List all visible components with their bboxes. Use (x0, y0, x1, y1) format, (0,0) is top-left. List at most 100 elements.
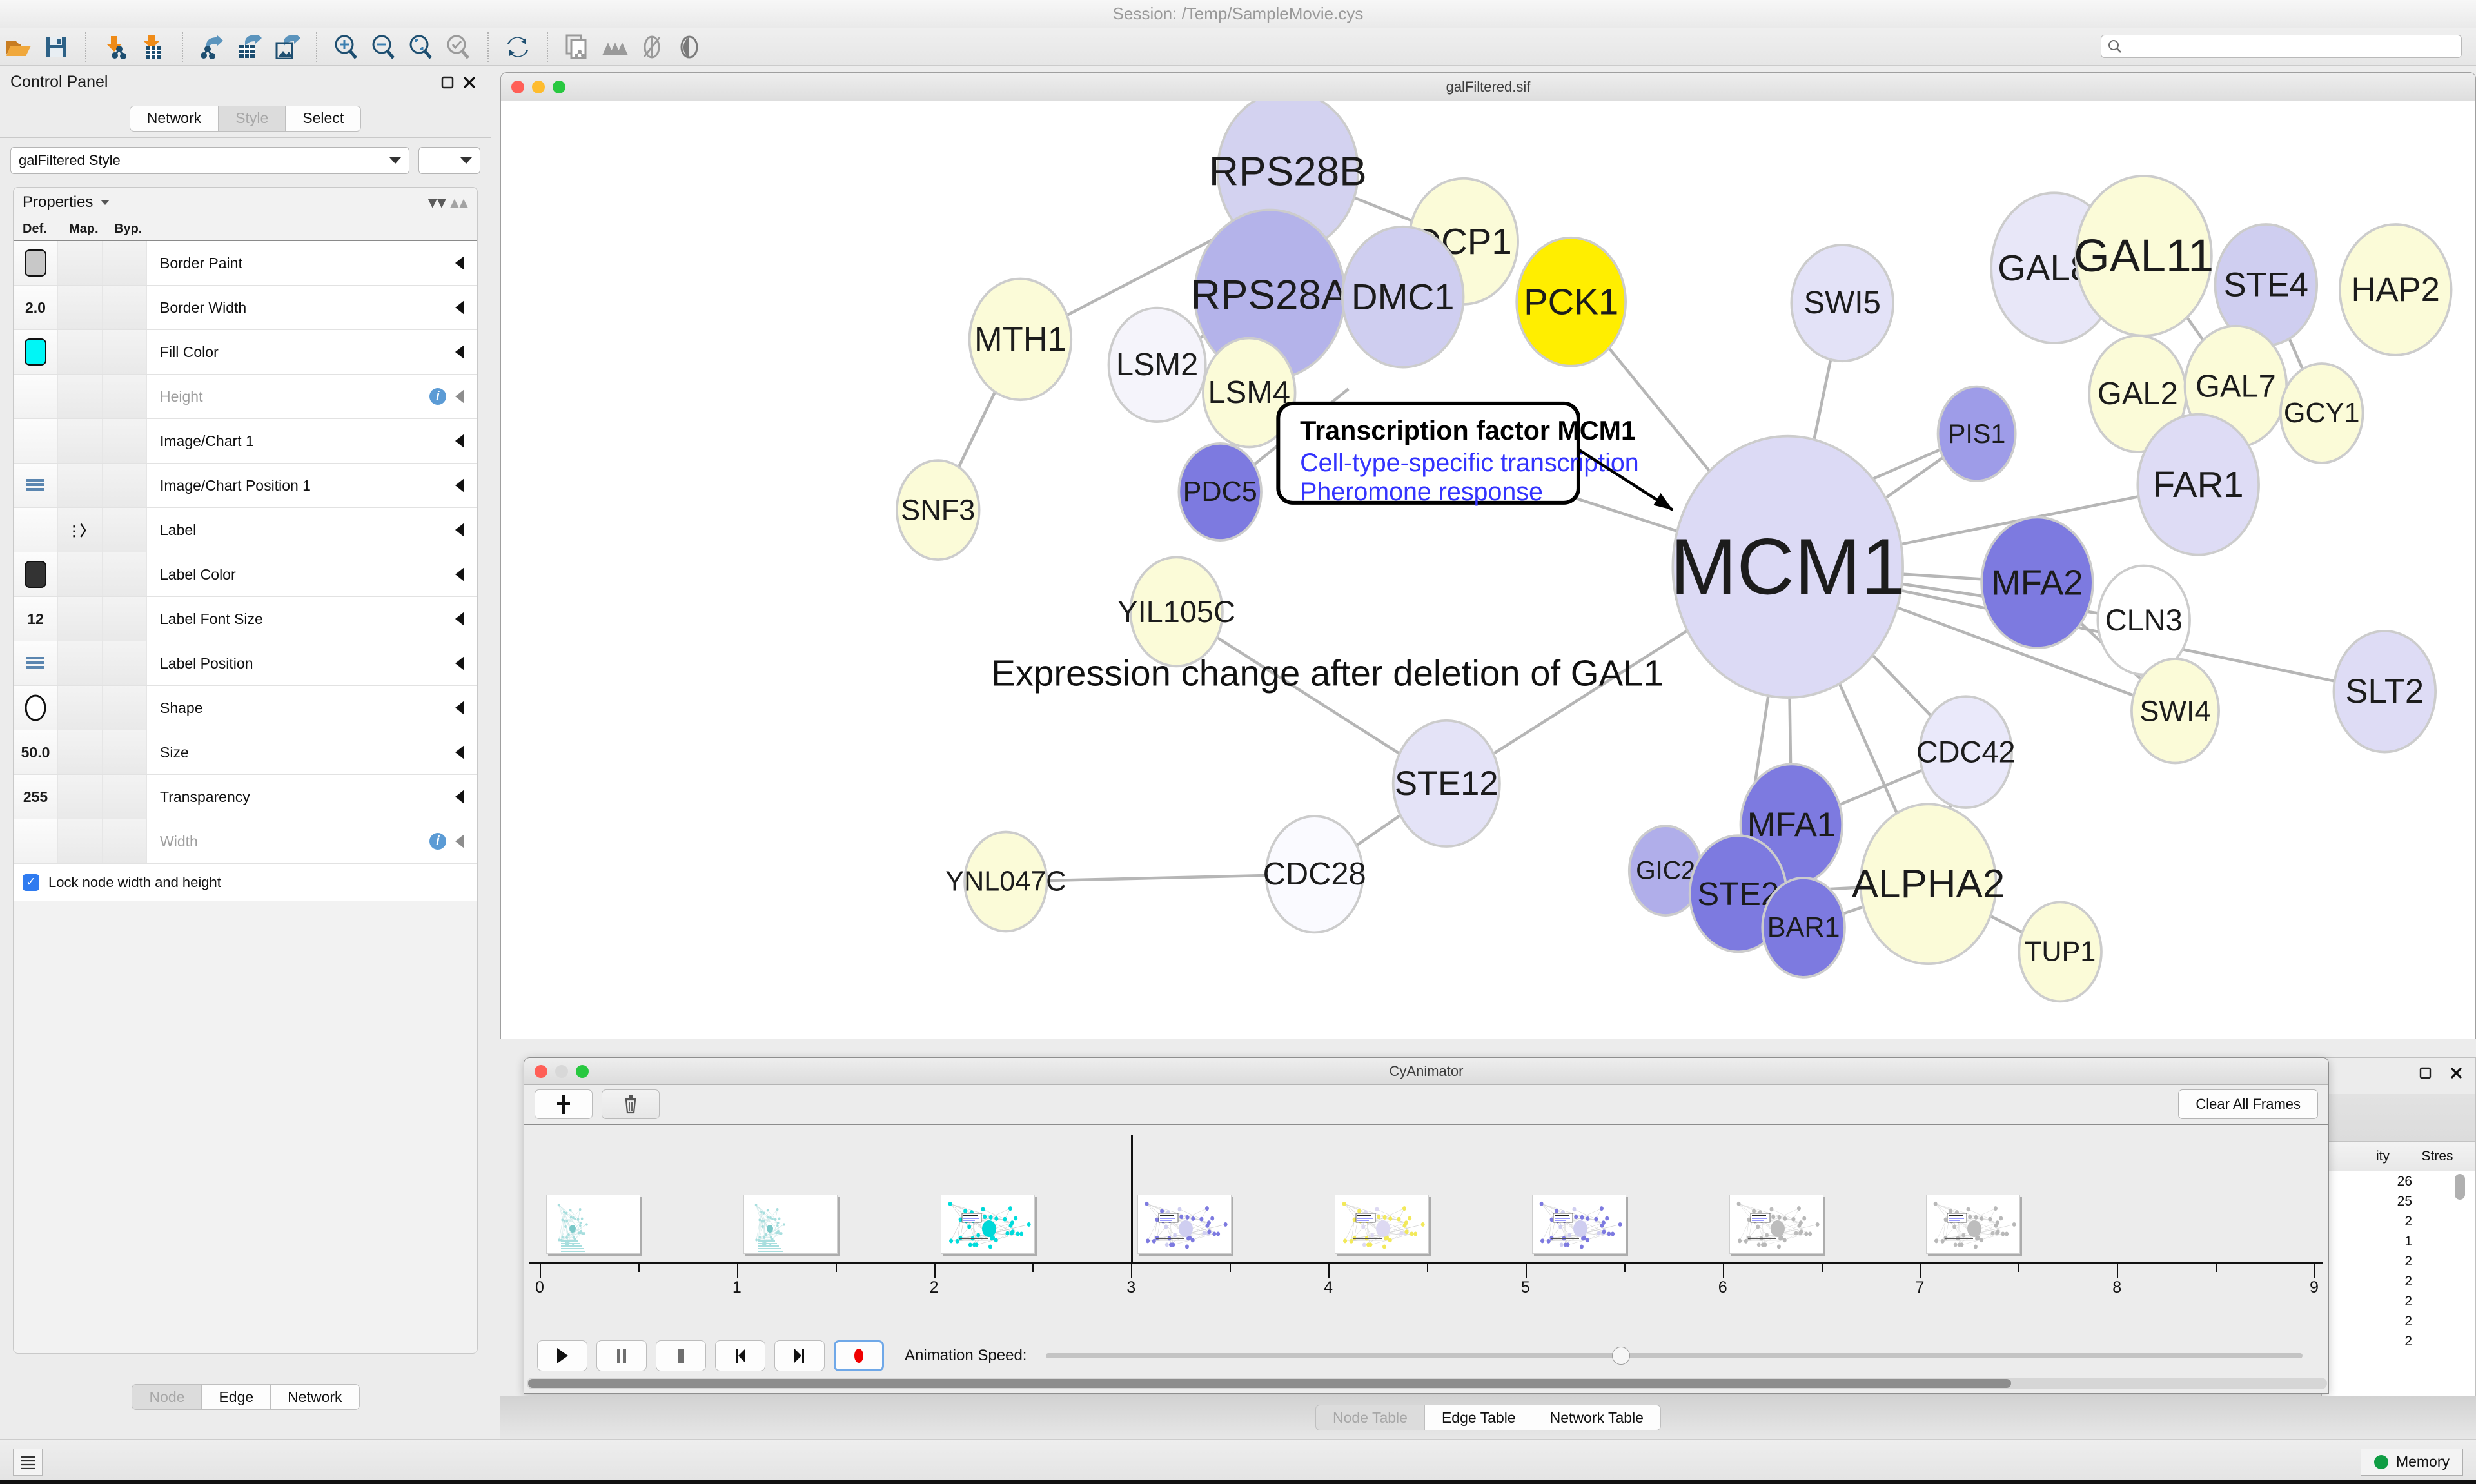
property-default-cell[interactable] (14, 375, 58, 418)
table-row[interactable]: 2 (2322, 1251, 2475, 1271)
timeline-playhead[interactable] (1131, 1135, 1134, 1262)
close-window-icon[interactable] (511, 80, 524, 93)
network-node[interactable]: PIS1 (1936, 385, 2017, 482)
property-mapping-cell[interactable] (58, 330, 103, 374)
network-node[interactable]: HAP2 (2338, 223, 2453, 356)
cyanimator-scrollbar-thumb[interactable] (528, 1379, 2011, 1388)
lock-checkbox[interactable]: ✓ (23, 874, 39, 891)
table-row[interactable]: 2 (2322, 1211, 2475, 1231)
zoom-fit-icon[interactable] (402, 32, 440, 63)
property-row[interactable]: Image/Chart 1 (14, 419, 477, 464)
table-rows[interactable]: 26 25 2 1 2 2 2 2 2 (2322, 1171, 2475, 1412)
step-back-button[interactable] (715, 1340, 765, 1371)
hide-nodes-icon[interactable] (596, 32, 633, 63)
property-bypass-cell[interactable] (103, 241, 147, 285)
zoom-in-icon[interactable] (328, 32, 365, 63)
style-options-menu[interactable] (418, 147, 480, 174)
network-node[interactable]: CLN3 (2096, 564, 2191, 676)
chevron-down-icon[interactable] (101, 199, 110, 205)
property-bypass-cell[interactable] (103, 330, 147, 374)
save-icon[interactable] (37, 32, 75, 63)
property-default-cell[interactable] (14, 641, 58, 685)
cyanimator-scrollbar[interactable] (527, 1378, 2327, 1389)
animation-frame[interactable] (1729, 1195, 1823, 1254)
network-node[interactable]: SWI5 (1790, 244, 1894, 363)
network-node[interactable]: MFA2 (1980, 516, 2094, 650)
window-controls[interactable] (535, 1064, 589, 1078)
network-node[interactable]: ALPHA2 (1852, 803, 2005, 966)
info-icon[interactable]: i (429, 388, 446, 405)
zoom-window-icon[interactable] (576, 1064, 589, 1078)
property-row[interactable]: Label Position (14, 641, 477, 686)
window-controls[interactable] (511, 80, 565, 93)
property-mapping-cell[interactable]: ⋮〉 (58, 508, 103, 552)
export-image-icon[interactable] (268, 32, 306, 63)
network-node[interactable]: SNF3 (896, 459, 981, 561)
minimize-window-icon[interactable] (555, 1064, 568, 1078)
network-node[interactable]: LSM4 (1202, 337, 1297, 449)
zoom-out-icon[interactable] (365, 32, 402, 63)
import-table-icon[interactable] (134, 32, 172, 63)
network-edge[interactable] (1005, 872, 1315, 883)
tab-node-table[interactable]: Node Table (1315, 1405, 1425, 1430)
property-default-cell[interactable] (14, 552, 58, 596)
import-network-icon[interactable] (97, 32, 134, 63)
property-row[interactable]: Image/Chart Position 1 (14, 464, 477, 508)
property-row[interactable]: Fill Color (14, 330, 477, 375)
network-node[interactable]: CDC42 (1916, 695, 2016, 809)
memory-status-button[interactable]: Memory (2360, 1448, 2463, 1476)
color-swatch[interactable] (25, 338, 46, 366)
network-node[interactable]: PCK1 (1515, 236, 1627, 367)
property-default-cell[interactable]: 12 (14, 597, 58, 641)
property-mapping-cell[interactable] (58, 241, 103, 285)
search-input[interactable] (2122, 39, 2455, 54)
expand-arrow-icon[interactable] (455, 523, 464, 537)
property-bypass-cell[interactable] (103, 597, 147, 641)
network-node[interactable]: STE4 (2214, 223, 2319, 347)
new-network-icon[interactable] (558, 32, 596, 63)
style-select[interactable]: galFiltered Style (10, 147, 409, 174)
property-mapping-cell[interactable] (58, 419, 103, 463)
animation-frame[interactable] (1531, 1195, 1626, 1254)
animation-frame[interactable] (1335, 1195, 1430, 1254)
expand-arrow-icon[interactable] (455, 745, 464, 759)
record-button[interactable] (834, 1340, 884, 1371)
property-row[interactable]: 255 Transparency (14, 775, 477, 819)
property-mapping-cell[interactable] (58, 464, 103, 507)
property-bypass-cell[interactable] (103, 552, 147, 596)
property-row[interactable]: Width i (14, 819, 477, 864)
table-row[interactable]: 25 (2322, 1191, 2475, 1211)
property-row[interactable]: Shape (14, 686, 477, 730)
expand-arrow-icon[interactable] (455, 478, 464, 493)
network-node[interactable]: PDC5 (1177, 442, 1263, 542)
search-box[interactable] (2101, 35, 2462, 58)
network-node[interactable]: YIL105C (1117, 556, 1235, 668)
property-row[interactable]: 2.0 Border Width (14, 286, 477, 330)
collapse-all-icon[interactable]: ▾▾ (427, 192, 446, 212)
network-node[interactable]: LSM2 (1107, 306, 1207, 423)
table-row[interactable]: 2 (2322, 1291, 2475, 1311)
zoom-window-icon[interactable] (553, 80, 565, 93)
property-default-cell[interactable]: 50.0 (14, 730, 58, 774)
network-canvas[interactable]: Expression change after deletion of GAL1… (501, 101, 2475, 1039)
expand-arrow-icon[interactable] (455, 345, 464, 359)
tab-network-table[interactable]: Network Table (1533, 1405, 1661, 1430)
add-frame-button[interactable] (535, 1089, 593, 1119)
expand-arrow-icon[interactable] (455, 790, 464, 804)
animation-frame[interactable] (940, 1195, 1035, 1254)
maximize-icon[interactable] (437, 72, 458, 93)
expand-arrow-icon[interactable] (455, 434, 464, 448)
property-bypass-cell[interactable] (103, 375, 147, 418)
table-row[interactable]: 26 (2322, 1171, 2475, 1191)
play-button[interactable] (537, 1340, 587, 1371)
zoom-selected-icon[interactable] (440, 32, 477, 63)
property-bypass-cell[interactable] (103, 508, 147, 552)
property-mapping-cell[interactable] (58, 819, 103, 863)
network-node[interactable]: BAR1 (1761, 876, 1846, 979)
property-default-cell[interactable] (14, 686, 58, 730)
property-bypass-cell[interactable] (103, 730, 147, 774)
close-window-icon[interactable] (535, 1064, 547, 1078)
table-row[interactable]: 1 (2322, 1231, 2475, 1251)
export-network-icon[interactable] (193, 32, 231, 63)
